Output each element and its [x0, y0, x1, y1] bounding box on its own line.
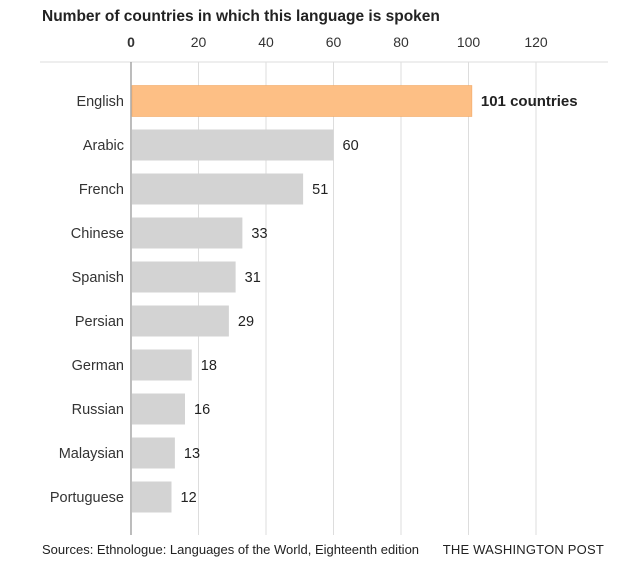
value-label: 33	[251, 226, 267, 242]
x-tick-label: 40	[258, 34, 274, 50]
x-tick-label: 60	[326, 34, 342, 50]
bars	[131, 85, 473, 513]
labels: English 101 countries Arabic 60 French 51 Chin…	[50, 93, 578, 506]
value-label: 12	[181, 490, 197, 506]
bar-persian	[132, 305, 229, 337]
bar-french	[132, 173, 304, 205]
publisher-credit: THE WASHINGTON POST	[442, 542, 604, 557]
value-label: 31	[245, 270, 261, 286]
bar-portuguese	[132, 481, 172, 513]
grid-layer	[40, 61, 608, 535]
value-label: 13	[184, 446, 200, 462]
bar-malaysian	[132, 437, 175, 469]
category-label: Malaysian	[59, 446, 124, 462]
category-label: Chinese	[71, 226, 124, 242]
value-label: 101 countries	[481, 93, 578, 110]
x-tick-label: 20	[191, 34, 207, 50]
source-note: Sources: Ethnologue: Languages of the Wo…	[42, 542, 420, 557]
chart-title: Number of countries in which this langua…	[42, 8, 440, 25]
x-tick-label: 0	[127, 34, 135, 50]
value-label: 16	[194, 402, 210, 418]
bar-arabic	[132, 129, 334, 161]
category-label: Russian	[72, 402, 124, 418]
x-tick-label: 120	[524, 34, 548, 50]
value-label: 60	[343, 138, 359, 154]
x-tick-label: 80	[393, 34, 409, 50]
value-label: 29	[238, 314, 254, 330]
category-label: French	[79, 182, 124, 198]
category-label: Spanish	[72, 270, 124, 286]
bar-chinese	[132, 217, 243, 249]
bar-english	[131, 85, 473, 117]
value-label: 18	[201, 358, 217, 374]
bar-spanish	[132, 261, 236, 293]
category-label: English	[76, 94, 124, 110]
value-label: 51	[312, 182, 328, 198]
category-label: Arabic	[83, 138, 124, 154]
category-label: Portuguese	[50, 490, 124, 506]
bar-german	[132, 349, 192, 381]
category-label: Persian	[75, 314, 124, 330]
tick-labels: 0 20 40 60 80 100 120	[127, 34, 548, 50]
x-tick-label: 100	[457, 34, 481, 50]
bar-russian	[132, 393, 185, 425]
category-label: German	[72, 358, 124, 374]
